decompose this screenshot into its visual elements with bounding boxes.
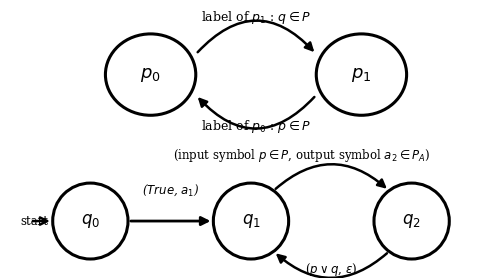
Text: $q_1$: $q_1$ [241,212,260,230]
Text: ($\mathit{True}$, $a_1$): ($\mathit{True}$, $a_1$) [142,182,199,198]
Ellipse shape [373,183,448,259]
FancyArrowPatch shape [275,164,384,189]
Ellipse shape [105,34,195,115]
Ellipse shape [316,34,406,115]
Text: (input symbol $p \in P$, output symbol $a_2 \in P_A$): (input symbol $p \in P$, output symbol $… [172,147,429,165]
Text: start: start [20,215,48,228]
Ellipse shape [53,183,128,259]
Text: label of $p_0$ : $p \in P$: label of $p_0$ : $p \in P$ [200,118,311,135]
Text: $q_0$: $q_0$ [81,212,100,230]
FancyArrowPatch shape [197,21,312,52]
FancyArrowPatch shape [199,97,314,129]
Text: label of $p_1$ : $q \in P$: label of $p_1$ : $q \in P$ [200,9,311,26]
FancyArrowPatch shape [277,253,386,278]
Text: $p_1$: $p_1$ [351,66,371,84]
Text: $q_2$: $q_2$ [401,212,420,230]
FancyArrowPatch shape [131,217,207,225]
Text: ($p \vee q$, $\epsilon$): ($p \vee q$, $\epsilon$) [305,261,357,278]
Ellipse shape [213,183,288,259]
Text: $p_0$: $p_0$ [140,66,161,84]
